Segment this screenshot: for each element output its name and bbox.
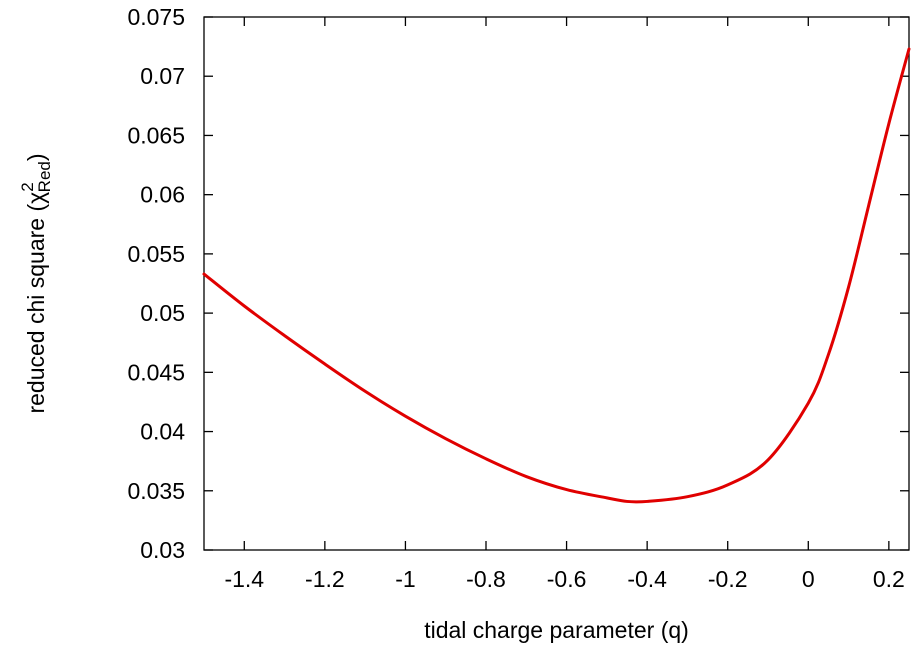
y-tick-label: 0.04 bbox=[140, 419, 185, 445]
x-axis-ticks: -1.4 -1.2 -1 -0.8 -0.6 -0.4 -0.2 0 0.2 bbox=[224, 17, 905, 592]
x-tick-label: -0.6 bbox=[547, 566, 587, 592]
y-tick-label: 0.055 bbox=[127, 241, 185, 267]
y-axis-ticks: 0.03 0.035 0.04 0.045 0.05 0.055 0.06 0.065 0.07… bbox=[127, 4, 909, 563]
x-tick-label: -1.4 bbox=[224, 566, 264, 592]
y-tick-label: 0.05 bbox=[140, 300, 185, 326]
series-line bbox=[202, 47, 911, 504]
x-tick-label: -0.4 bbox=[627, 566, 667, 592]
y-axis-title-close: ) bbox=[23, 153, 49, 161]
y-tick-label: 0.07 bbox=[140, 63, 185, 89]
plot-frame bbox=[203, 16, 910, 551]
y-tick-label: 0.06 bbox=[140, 182, 185, 208]
y-axis-title-chi: χ bbox=[23, 192, 49, 204]
y-tick-label: 0.065 bbox=[127, 122, 185, 148]
y-tick-label: 0.035 bbox=[127, 478, 185, 504]
series-layer bbox=[202, 47, 911, 504]
x-tick-label: -0.8 bbox=[466, 566, 506, 592]
y-axis-title-subscript: Red bbox=[35, 161, 54, 192]
x-tick-label: -1 bbox=[395, 566, 415, 592]
y-axis-title-superscript: 2 bbox=[18, 182, 37, 191]
x-tick-label: 0 bbox=[802, 566, 815, 592]
y-tick-label: 0.03 bbox=[140, 537, 185, 563]
y-tick-label: 0.045 bbox=[127, 359, 185, 385]
y-axis-title-text: reduced chi square ( bbox=[23, 204, 49, 414]
x-tick-label: 0.2 bbox=[873, 566, 905, 592]
x-tick-label: -1.2 bbox=[305, 566, 345, 592]
y-axis-title: reduced chi square (χ2Red) bbox=[18, 153, 54, 413]
y-tick-label: 0.075 bbox=[127, 4, 185, 30]
x-tick-label: -0.2 bbox=[708, 566, 748, 592]
x-axis-title: tidal charge parameter (q) bbox=[424, 617, 689, 643]
